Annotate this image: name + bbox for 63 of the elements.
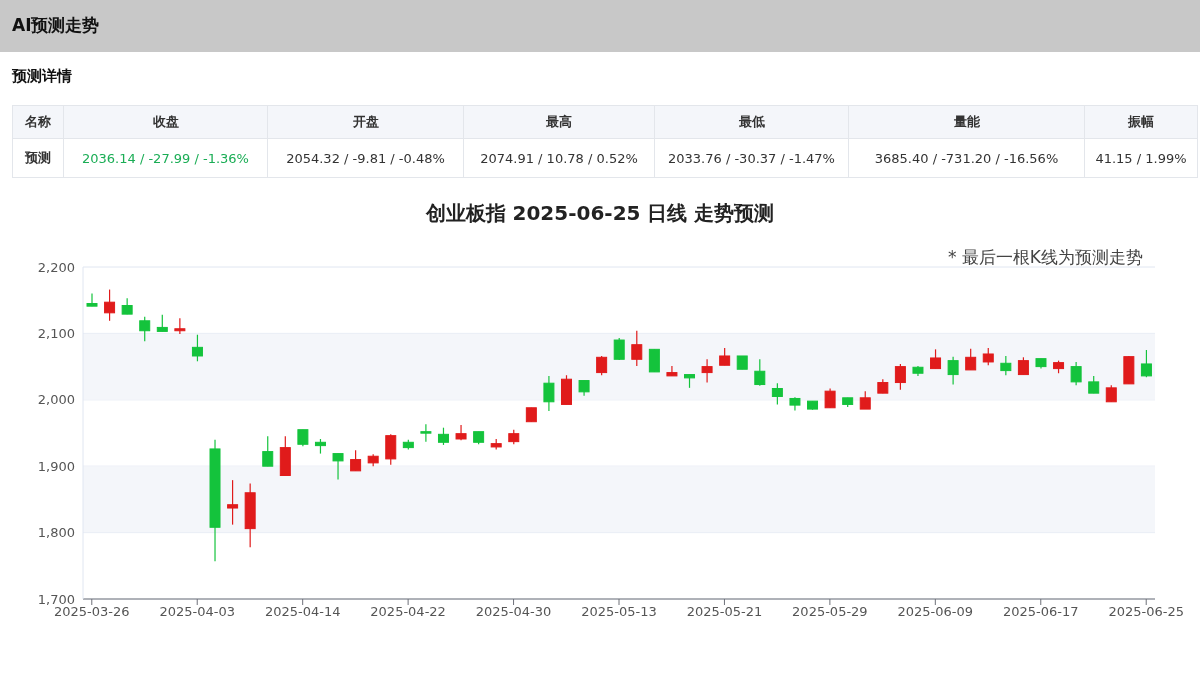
y-tick-label: 1,800: [37, 525, 75, 541]
category-label: 最低: [654, 105, 849, 139]
candlestick: [1000, 355, 1012, 376]
candlestick: [385, 433, 397, 466]
candlestick: [965, 348, 977, 371]
x-tick-label: 2025-06-17: [1002, 604, 1079, 620]
y-tick-label: 2,000: [37, 392, 75, 408]
candlestick: [631, 330, 643, 367]
category-label: 振幅: [1084, 105, 1198, 139]
candlestick: [543, 375, 555, 412]
candlestick: [191, 334, 203, 362]
candlestick: [824, 387, 836, 409]
candlestick: [420, 423, 432, 443]
text: 2054.32 / -9.81 / -0.48%: [267, 138, 464, 178]
candlestick: [648, 348, 660, 373]
candlestick: [227, 479, 239, 526]
candlestick: [613, 337, 625, 361]
x-tick-label: 2025-05-13: [581, 604, 657, 620]
candlestick: [754, 358, 766, 387]
text: 3685.40 / -731.20 / -16.56%: [848, 138, 1085, 178]
category-label: 最高: [463, 105, 655, 139]
y-tick-label: 1,900: [37, 458, 75, 474]
candlestick: [104, 288, 116, 322]
category-label: 名称: [12, 105, 64, 139]
x-tick-label: 2025-04-14: [264, 604, 341, 620]
category-label: 量能: [848, 105, 1085, 139]
candlestick: [139, 316, 151, 342]
candlestick: [930, 348, 942, 370]
candlestick: [1070, 361, 1082, 386]
candlestick: [86, 292, 98, 307]
x-tick-label: 2025-06-09: [897, 604, 974, 620]
text: 预测详情: [12, 67, 72, 86]
x-tick-label: 2025-04-30: [475, 604, 552, 620]
candlestick: [894, 363, 906, 391]
chart-title: 创业板指 2025-06-25 日线 走势预测: [424, 200, 776, 227]
text: 2036.14 / -27.99 / -1.36%: [63, 138, 268, 178]
candlestick: [666, 365, 678, 377]
x-tick-label: 2025-06-25: [1108, 604, 1184, 620]
candlestick: [947, 356, 959, 386]
category-label: 收盘: [63, 105, 268, 139]
y-tick-label: 2,200: [37, 259, 75, 275]
text: 2074.91 / 10.78 / 0.52%: [463, 138, 655, 178]
candlestick: [1140, 349, 1152, 378]
y-tick-label: 1,700: [37, 591, 75, 607]
candlestick: [350, 449, 362, 472]
candlestick: [596, 355, 608, 376]
candlestick: [262, 435, 274, 467]
candlestick: [701, 358, 713, 384]
text: 2033.76 / -30.37 / -1.47%: [654, 138, 849, 178]
annotation: * 最后一根K线为预测走势: [947, 246, 1143, 269]
x-tick-label: 2025-04-22: [370, 604, 446, 620]
x-tick-label: 2025-05-29: [792, 604, 868, 620]
candlestick: [174, 317, 186, 335]
y-tick-label: 2,100: [37, 326, 75, 342]
candlestick: [332, 452, 344, 481]
candlestick: [771, 382, 783, 406]
text: 预测: [12, 138, 64, 178]
category-label: 开盘: [267, 105, 464, 139]
x-tick-label: 2025-05-21: [686, 604, 763, 620]
x-tick-label: 2025-04-03: [159, 604, 236, 620]
text: AI预测走势: [0, 0, 1200, 52]
text: 41.15 / 1.99%: [1084, 138, 1198, 178]
x-tick-label: 2025-03-26: [54, 604, 130, 620]
